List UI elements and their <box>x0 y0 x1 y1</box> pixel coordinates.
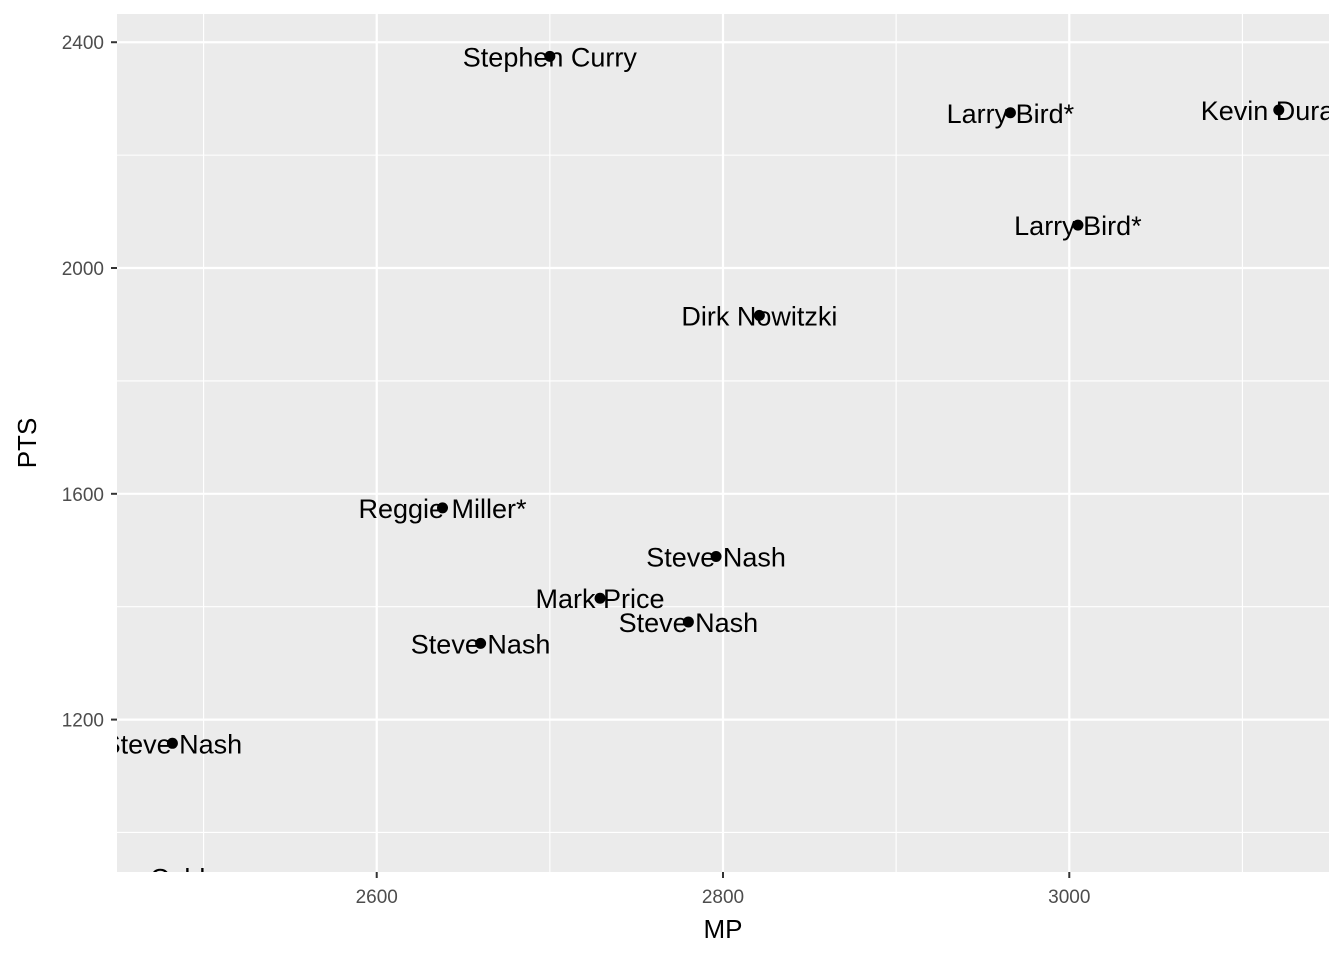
x-tick-label: 2600 <box>356 887 398 908</box>
x-axis: 2600 2800 3000 <box>356 872 1090 908</box>
major-gridlines <box>117 14 1329 872</box>
data-point <box>167 872 178 883</box>
data-point <box>544 50 556 62</box>
point-label: Larry Bird* <box>947 99 1075 129</box>
data-point <box>475 637 487 649</box>
x-axis-title: MP <box>704 914 743 944</box>
y-axis: 1200 1600 2000 2400 <box>62 33 117 732</box>
point-label: Steve Nash <box>619 608 759 638</box>
point-label: Stephen Curry <box>463 42 638 72</box>
data-point <box>594 592 606 604</box>
point-labels: Stephen Curry Larry Bird* Kevin Durant Larr… <box>85 42 1344 894</box>
point-label: Reggie Miller* <box>358 494 527 524</box>
y-tick-label: 2400 <box>62 33 104 54</box>
data-point <box>1072 219 1084 231</box>
point-label: Larry Bird* <box>1014 211 1142 241</box>
point-label: Jose Calderon <box>85 864 259 894</box>
y-tick-label: 2000 <box>62 259 104 280</box>
data-point <box>1273 104 1285 116</box>
data-point <box>682 616 694 628</box>
y-tick-label: 1200 <box>62 711 104 732</box>
data-point <box>166 737 178 749</box>
point-label: Steve Nash <box>411 629 551 659</box>
data-point <box>1004 107 1016 119</box>
point-label: Steve Nash <box>103 729 243 759</box>
x-tick-label: 2800 <box>702 887 744 908</box>
data-point <box>753 309 765 321</box>
point-label: Kevin Durant <box>1201 96 1344 126</box>
point-label: Dirk Nowitzki <box>681 301 837 331</box>
y-tick-label: 1600 <box>62 485 104 506</box>
point-label: Steve Nash <box>646 542 786 572</box>
x-tick-label: 3000 <box>1048 887 1090 908</box>
data-point <box>437 502 449 514</box>
point-label: Mark Price <box>536 584 665 614</box>
data-point <box>710 550 722 562</box>
y-axis-title: PTS <box>12 418 42 469</box>
data-points <box>166 50 1285 883</box>
